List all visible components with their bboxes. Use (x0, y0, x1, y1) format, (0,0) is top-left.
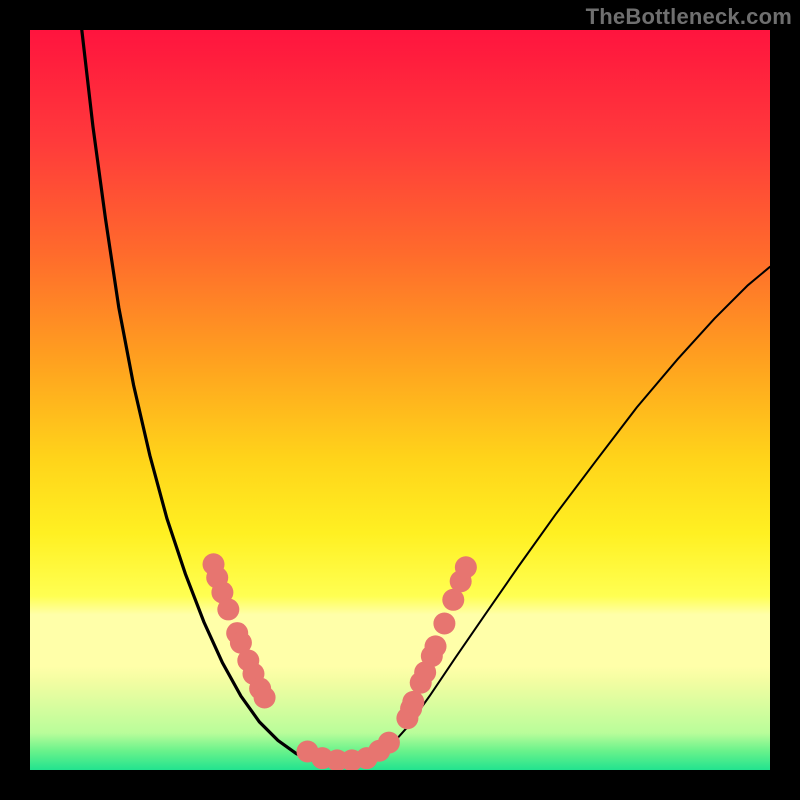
data-marker (433, 612, 455, 634)
data-marker (402, 691, 424, 713)
watermark-text: TheBottleneck.com (586, 4, 792, 30)
data-marker (378, 732, 400, 754)
chart-svg (30, 30, 770, 770)
data-marker (455, 556, 477, 578)
data-marker (217, 598, 239, 620)
data-marker (254, 686, 276, 708)
app-frame: TheBottleneck.com (0, 0, 800, 800)
chart-background (30, 30, 770, 770)
data-marker (425, 635, 447, 657)
plot-area (30, 30, 770, 770)
